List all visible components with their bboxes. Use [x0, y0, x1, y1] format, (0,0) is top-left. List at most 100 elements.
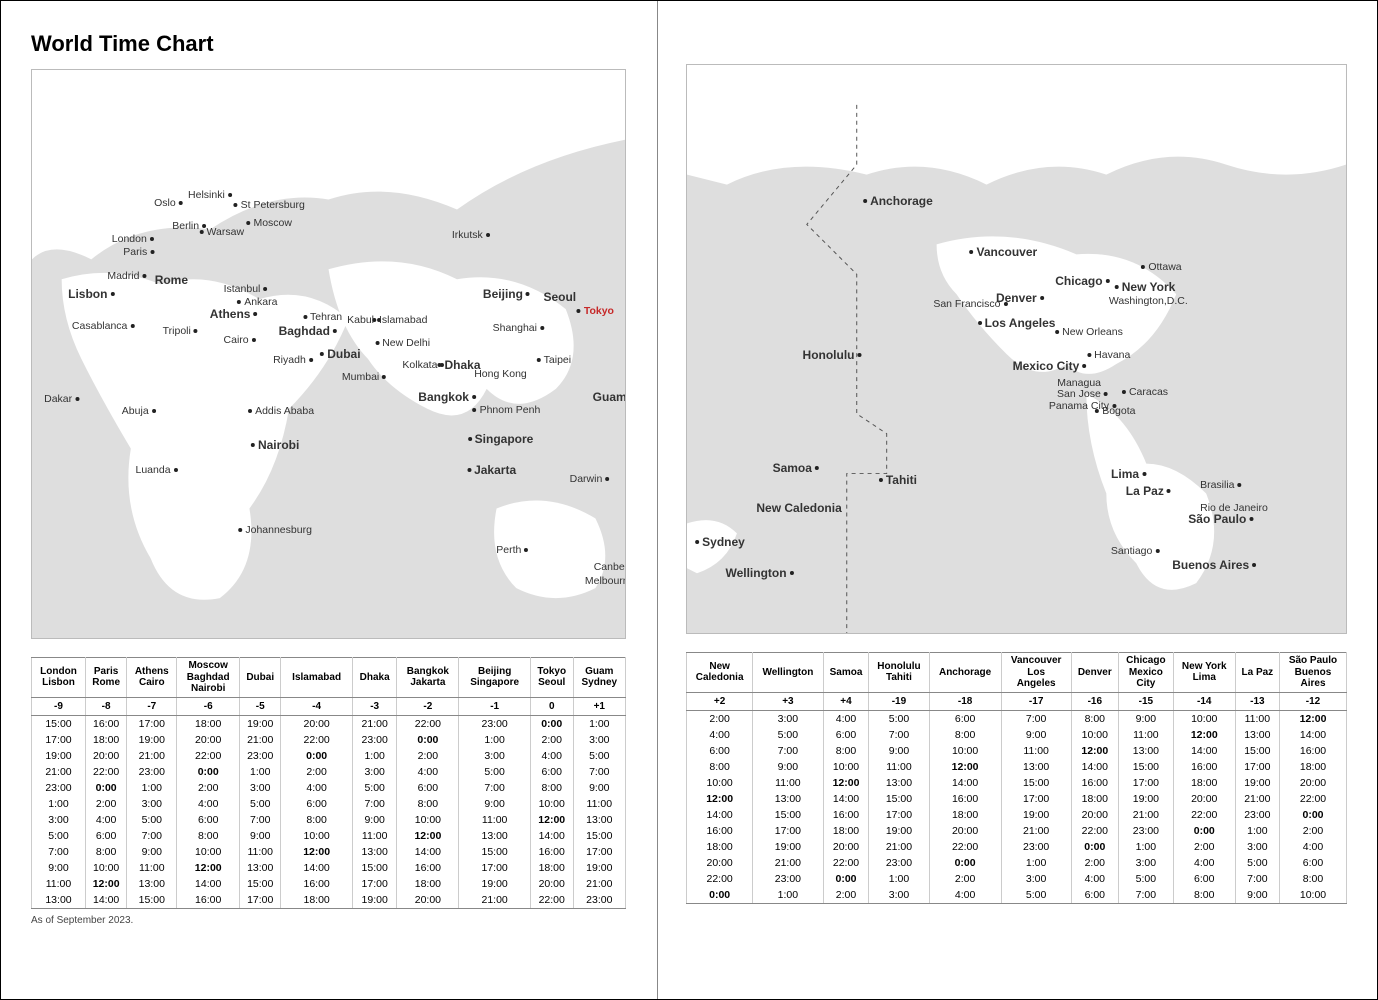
time-cell: 3:00: [459, 748, 531, 764]
city-dot-icon: [524, 548, 528, 552]
time-cell: 22:00: [1071, 823, 1118, 839]
time-table-left: LondonLisbonParisRomeAthensCairoMoscowBa…: [31, 657, 626, 909]
time-cell: 12:00: [1280, 711, 1347, 728]
city-label: Warsaw: [200, 226, 245, 238]
table-row: 8:009:0010:0011:0012:0013:0014:0015:0016…: [687, 759, 1347, 775]
city-dot-icon: [320, 352, 324, 356]
time-cell: 12:00: [85, 876, 126, 892]
city-label: Rome: [155, 273, 188, 287]
column-offset-header: -15: [1118, 692, 1173, 711]
table-row: 6:007:008:009:0010:0011:0012:0013:0014:0…: [687, 743, 1347, 759]
time-cell: 14:00: [1173, 743, 1235, 759]
column-city-header: Denver: [1071, 653, 1118, 693]
city-name: Singapore: [475, 432, 534, 446]
city-label: Taipei: [537, 354, 571, 366]
column-offset-header: -7: [127, 697, 177, 716]
time-cell: 15:00: [573, 828, 626, 844]
city-dot-icon: [174, 468, 178, 472]
city-dot-icon: [1087, 353, 1091, 357]
city-dot-icon: [473, 408, 477, 412]
city-name: Helsinki: [188, 189, 225, 201]
city-dot-icon: [1141, 265, 1145, 269]
time-cell: 11:00: [573, 796, 626, 812]
city-name: Chicago: [1055, 274, 1102, 288]
city-name: San Jose: [1057, 388, 1101, 400]
time-cell: 11:00: [1235, 711, 1279, 728]
time-cell: 9:00: [352, 812, 396, 828]
city-dot-icon: [253, 312, 257, 316]
time-cell: 14:00: [85, 892, 126, 909]
time-cell: 15:00: [127, 892, 177, 909]
time-cell: 16:00: [1173, 759, 1235, 775]
time-cell: 12:00: [177, 860, 240, 876]
city-name: Luanda: [136, 464, 171, 476]
column-offset-header: +3: [753, 692, 823, 711]
time-cell: 2:00: [177, 780, 240, 796]
time-cell: 22:00: [687, 871, 753, 887]
city-dot-icon: [200, 230, 204, 234]
time-cell: 15:00: [1235, 743, 1279, 759]
city-label: New Caledonia: [756, 501, 841, 515]
city-dot-icon: [309, 358, 313, 362]
city-dot-icon: [228, 193, 232, 197]
time-cell: 15:00: [1001, 775, 1071, 791]
city-name: Los Angeles: [985, 316, 1056, 330]
time-cell: 21:00: [1001, 823, 1071, 839]
city-label: Baghdad: [279, 324, 337, 338]
city-name: Baghdad: [279, 324, 330, 338]
city-label: Kabul: [347, 314, 381, 326]
city-name: Johannesburg: [245, 524, 312, 536]
time-cell: 20:00: [530, 876, 573, 892]
city-dot-icon: [142, 274, 146, 278]
city-dot-icon: [472, 395, 476, 399]
city-dot-icon: [537, 358, 541, 362]
time-cell: 1:00: [352, 748, 396, 764]
time-cell: 1:00: [459, 732, 531, 748]
time-cell: 19:00: [459, 876, 531, 892]
city-label: Kolkata: [402, 359, 444, 371]
time-cell: 20:00: [397, 892, 459, 909]
time-cell: 15:00: [352, 860, 396, 876]
city-dot-icon: [790, 571, 794, 575]
column-offset-header: -18: [929, 692, 1001, 711]
city-label: Phnom Penh: [473, 404, 541, 416]
city-name: Guam: [593, 390, 626, 404]
city-label: Tahiti: [879, 473, 917, 487]
time-cell: 0:00: [397, 732, 459, 748]
city-dot-icon: [978, 321, 982, 325]
time-cell: 13:00: [127, 876, 177, 892]
time-cell: 12:00: [281, 844, 353, 860]
city-dot-icon: [879, 478, 883, 482]
city-dot-icon: [110, 292, 114, 296]
city-name: New Caledonia: [756, 501, 841, 515]
city-dot-icon: [75, 397, 79, 401]
time-cell: 1:00: [32, 796, 86, 812]
time-cell: 20:00: [929, 823, 1001, 839]
city-dot-icon: [437, 363, 441, 367]
time-cell: 13:00: [240, 860, 281, 876]
column-offset-header: 0: [530, 697, 573, 716]
time-cell: 16:00: [177, 892, 240, 909]
time-cell: 14:00: [687, 807, 753, 823]
time-cell: 17:00: [32, 732, 86, 748]
time-cell: 5:00: [753, 727, 823, 743]
city-label: Wellington: [725, 566, 793, 580]
time-cell: 15:00: [1118, 759, 1173, 775]
time-cell: 4:00: [1280, 839, 1347, 855]
city-dot-icon: [1112, 404, 1116, 408]
city-label: Oslo: [154, 197, 183, 209]
table-row: 4:005:006:007:008:009:0010:0011:0012:001…: [687, 727, 1347, 743]
time-cell: 9:00: [1001, 727, 1071, 743]
right-panel: AnchorageVancouverSan FranciscoDenverLos…: [656, 1, 1377, 999]
time-cell: 17:00: [1001, 791, 1071, 807]
city-name: Mumbai: [342, 371, 379, 383]
time-cell: 2:00: [530, 732, 573, 748]
time-cell: 22:00: [397, 716, 459, 733]
city-name: Dubai: [327, 347, 360, 361]
city-label: Islamabad: [372, 314, 427, 326]
time-cell: 8:00: [85, 844, 126, 860]
city-dot-icon: [605, 477, 609, 481]
time-cell: 2:00: [823, 887, 869, 904]
city-dot-icon: [863, 199, 867, 203]
time-cell: 12:00: [1173, 727, 1235, 743]
